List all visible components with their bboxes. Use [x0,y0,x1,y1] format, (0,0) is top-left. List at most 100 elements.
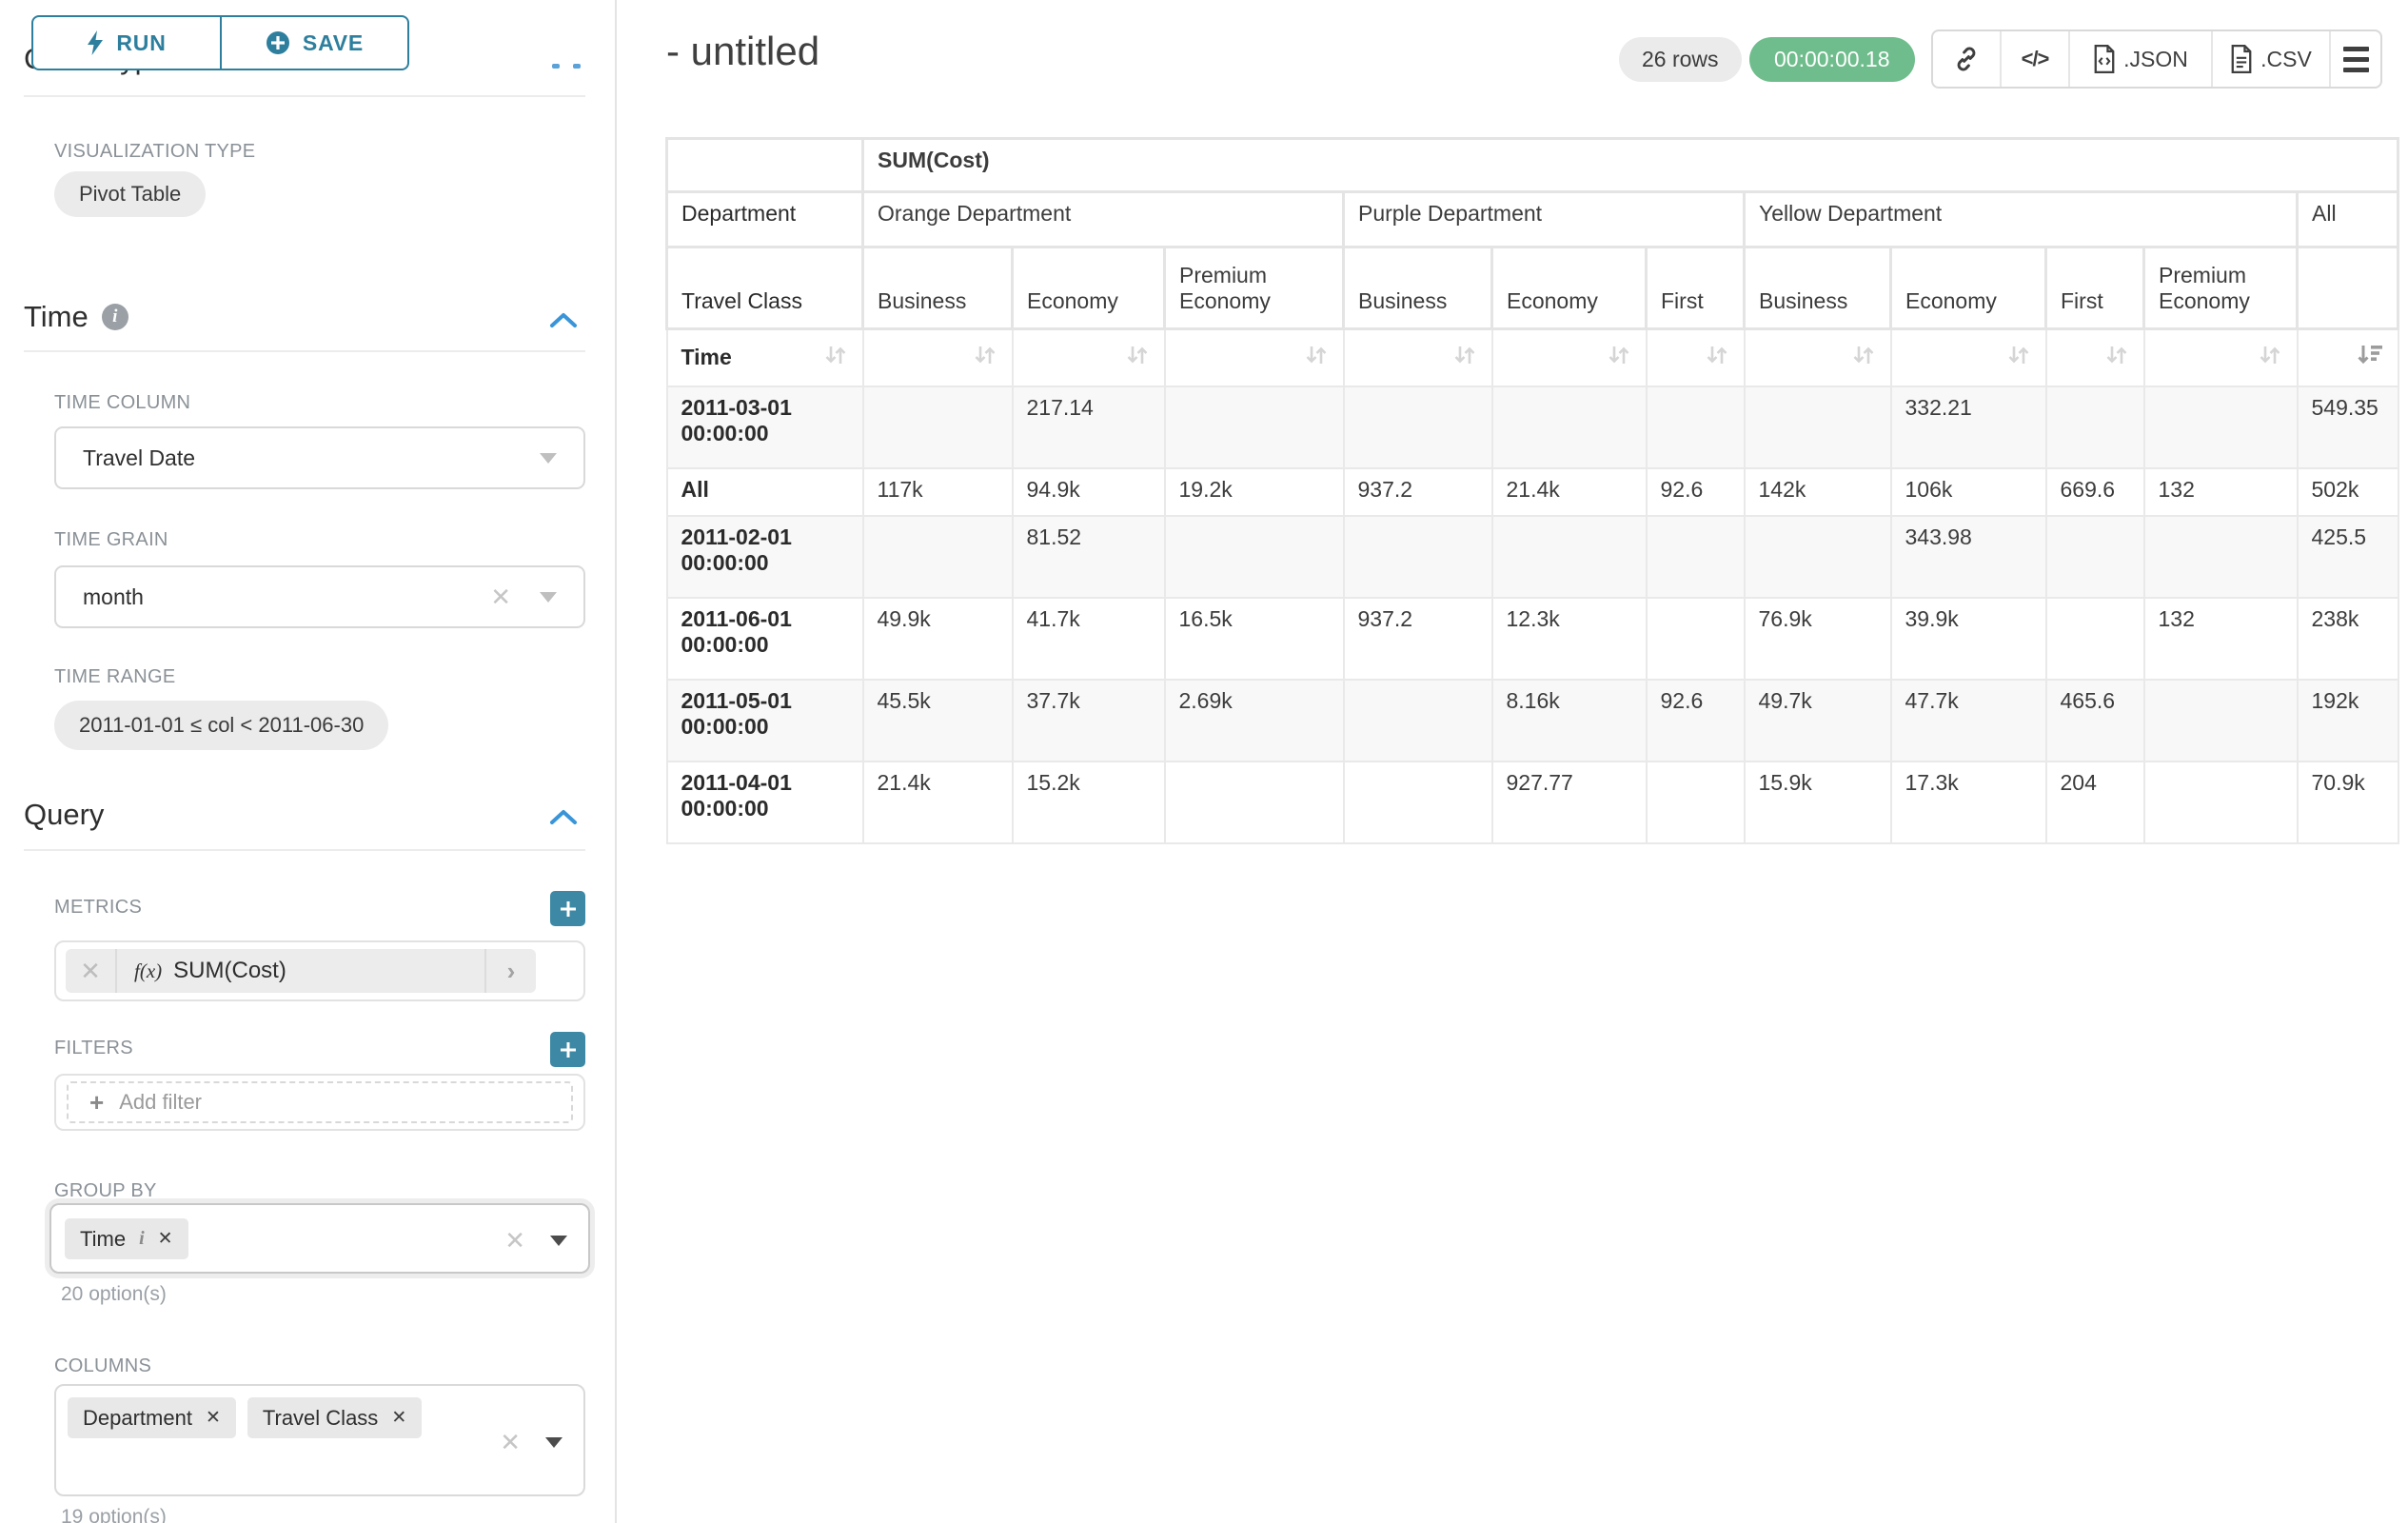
time-grain-select[interactable]: month ✕ [54,565,585,628]
remove-metric-icon[interactable]: ✕ [66,949,117,993]
plus-circle-icon [266,30,290,55]
sort-cell[interactable] [1344,329,1492,386]
cell [1344,516,1492,598]
remove-tag-icon[interactable]: ✕ [206,1407,221,1429]
row-label: 2011-04-01 00:00:00 [667,762,863,843]
chart-title[interactable]: - untitled [666,29,819,74]
sort-cell-active[interactable] [2298,329,2398,386]
columns-tag[interactable]: Department ✕ [68,1397,236,1438]
remove-tag-icon[interactable]: ✕ [391,1407,406,1429]
cell [1165,516,1344,598]
columns-tag[interactable]: Travel Class ✕ [247,1397,422,1438]
more-options-button[interactable] [2331,31,2380,87]
panel-divider [615,0,617,1523]
clear-icon[interactable]: ✕ [500,1430,521,1454]
sort-icon [1451,343,1478,373]
sort-icon[interactable] [822,343,849,373]
cell: 204 [2046,762,2144,843]
time-axis-label: Time [681,345,732,370]
save-button[interactable]: SAVE [222,15,409,70]
sort-icon [1850,343,1877,373]
sort-cell[interactable] [2144,329,2298,386]
cell: 425.5 [2298,516,2398,598]
metric-item[interactable]: ✕ f(x) SUM(Cost) › [66,949,536,993]
cell [2144,516,2298,598]
select-controls: ✕ [500,1430,563,1454]
cell: 81.52 [1013,516,1165,598]
sort-cell[interactable] [2046,329,2144,386]
chevron-down-icon[interactable] [545,1437,563,1448]
section-divider [24,849,585,851]
cell [2144,762,2298,843]
info-icon[interactable]: i [139,1228,145,1250]
clear-icon[interactable]: ✕ [504,1228,525,1253]
sort-cell[interactable] [1492,329,1647,386]
chevron-right-icon[interactable]: › [484,949,536,993]
cell [1344,762,1492,843]
cell: 92.6 [1647,680,1745,762]
filters-label: FILTERS [54,1038,133,1059]
columns-tags: Department ✕ Travel Class ✕ [68,1397,422,1438]
cell: 502k [2298,468,2398,516]
run-save-button-group: RUN SAVE [31,15,409,70]
clear-icon[interactable]: ✕ [490,584,511,609]
cell: 117k [863,468,1013,516]
sort-cell[interactable] [1745,329,1891,386]
cell: 16.5k [1165,598,1344,680]
cell [1344,680,1492,762]
cell: 332.21 [1891,386,2046,468]
sort-cell[interactable] [863,329,1013,386]
section-divider [24,350,585,352]
chevron-up-icon [552,64,560,69]
cell: 669.6 [2046,468,2144,516]
metrics-list: ✕ f(x) SUM(Cost) › [54,940,585,1001]
sort-cell[interactable] [1013,329,1165,386]
remove-tag-icon[interactable]: ✕ [158,1228,173,1250]
cell: 12.3k [1492,598,1647,680]
columns-select[interactable]: Department ✕ Travel Class ✕ ✕ [54,1384,585,1496]
info-icon[interactable]: i [102,304,128,330]
time-range-label: TIME RANGE [54,666,175,688]
time-column-value: Travel Date [83,445,540,471]
cell [2046,598,2144,680]
cell: 549.35 [2298,386,2398,468]
viz-type-label: VISUALIZATION TYPE [54,141,255,163]
table-row: 2011-06-01 00:00:00 49.9k 41.7k 16.5k 93… [667,598,2398,680]
cell: 937.2 [1344,598,1492,680]
row-count-badge: 26 rows [1619,37,1742,82]
add-filter-plus-button[interactable] [550,1032,585,1067]
collapse-chevron-up-icon[interactable] [548,310,579,329]
sort-cell[interactable] [1647,329,1745,386]
cell: 106k [1891,468,2046,516]
cell: 17.3k [1891,762,2046,843]
share-link-button[interactable] [1933,31,2002,87]
sort-cell[interactable] [1891,329,2046,386]
embed-code-button[interactable]: </> [2002,31,2070,87]
sort-icon [2005,343,2032,373]
cell: 19.2k [1165,468,1344,516]
run-button[interactable]: RUN [31,15,222,70]
chevron-down-icon[interactable] [550,1236,567,1246]
add-metric-button[interactable] [550,891,585,926]
export-json-button[interactable]: .JSON [2070,31,2213,87]
group-by-tag-label: Time [80,1227,126,1252]
class-header: First [1647,247,1745,329]
chevron-up-icon [573,64,581,69]
export-csv-button[interactable]: .CSV [2213,31,2331,87]
cell: 8.16k [1492,680,1647,762]
time-column-select[interactable]: Travel Date [54,426,585,489]
export-toolbar: </> .JSON .CSV [1931,30,2382,89]
sort-cell[interactable] [1165,329,1344,386]
save-button-label: SAVE [303,30,364,56]
superset-explore-view: Chart Type RUN SAVE VISUALIZATION TYPE P… [0,0,2408,1523]
collapse-chevron-up-icon[interactable] [548,807,579,826]
group-by-select[interactable]: Time i ✕ ✕ [49,1203,590,1274]
chevron-down-icon [540,592,557,603]
sort-descending-icon [2356,343,2384,373]
sort-icon [972,343,998,373]
time-range-pill[interactable]: 2011-01-01 ≤ col < 2011-06-30 [54,701,388,750]
cell: 45.5k [863,680,1013,762]
add-filter-button[interactable]: + Add filter [67,1081,573,1123]
group-by-tag[interactable]: Time i ✕ [65,1218,188,1259]
viz-type-pill[interactable]: Pivot Table [54,171,206,217]
